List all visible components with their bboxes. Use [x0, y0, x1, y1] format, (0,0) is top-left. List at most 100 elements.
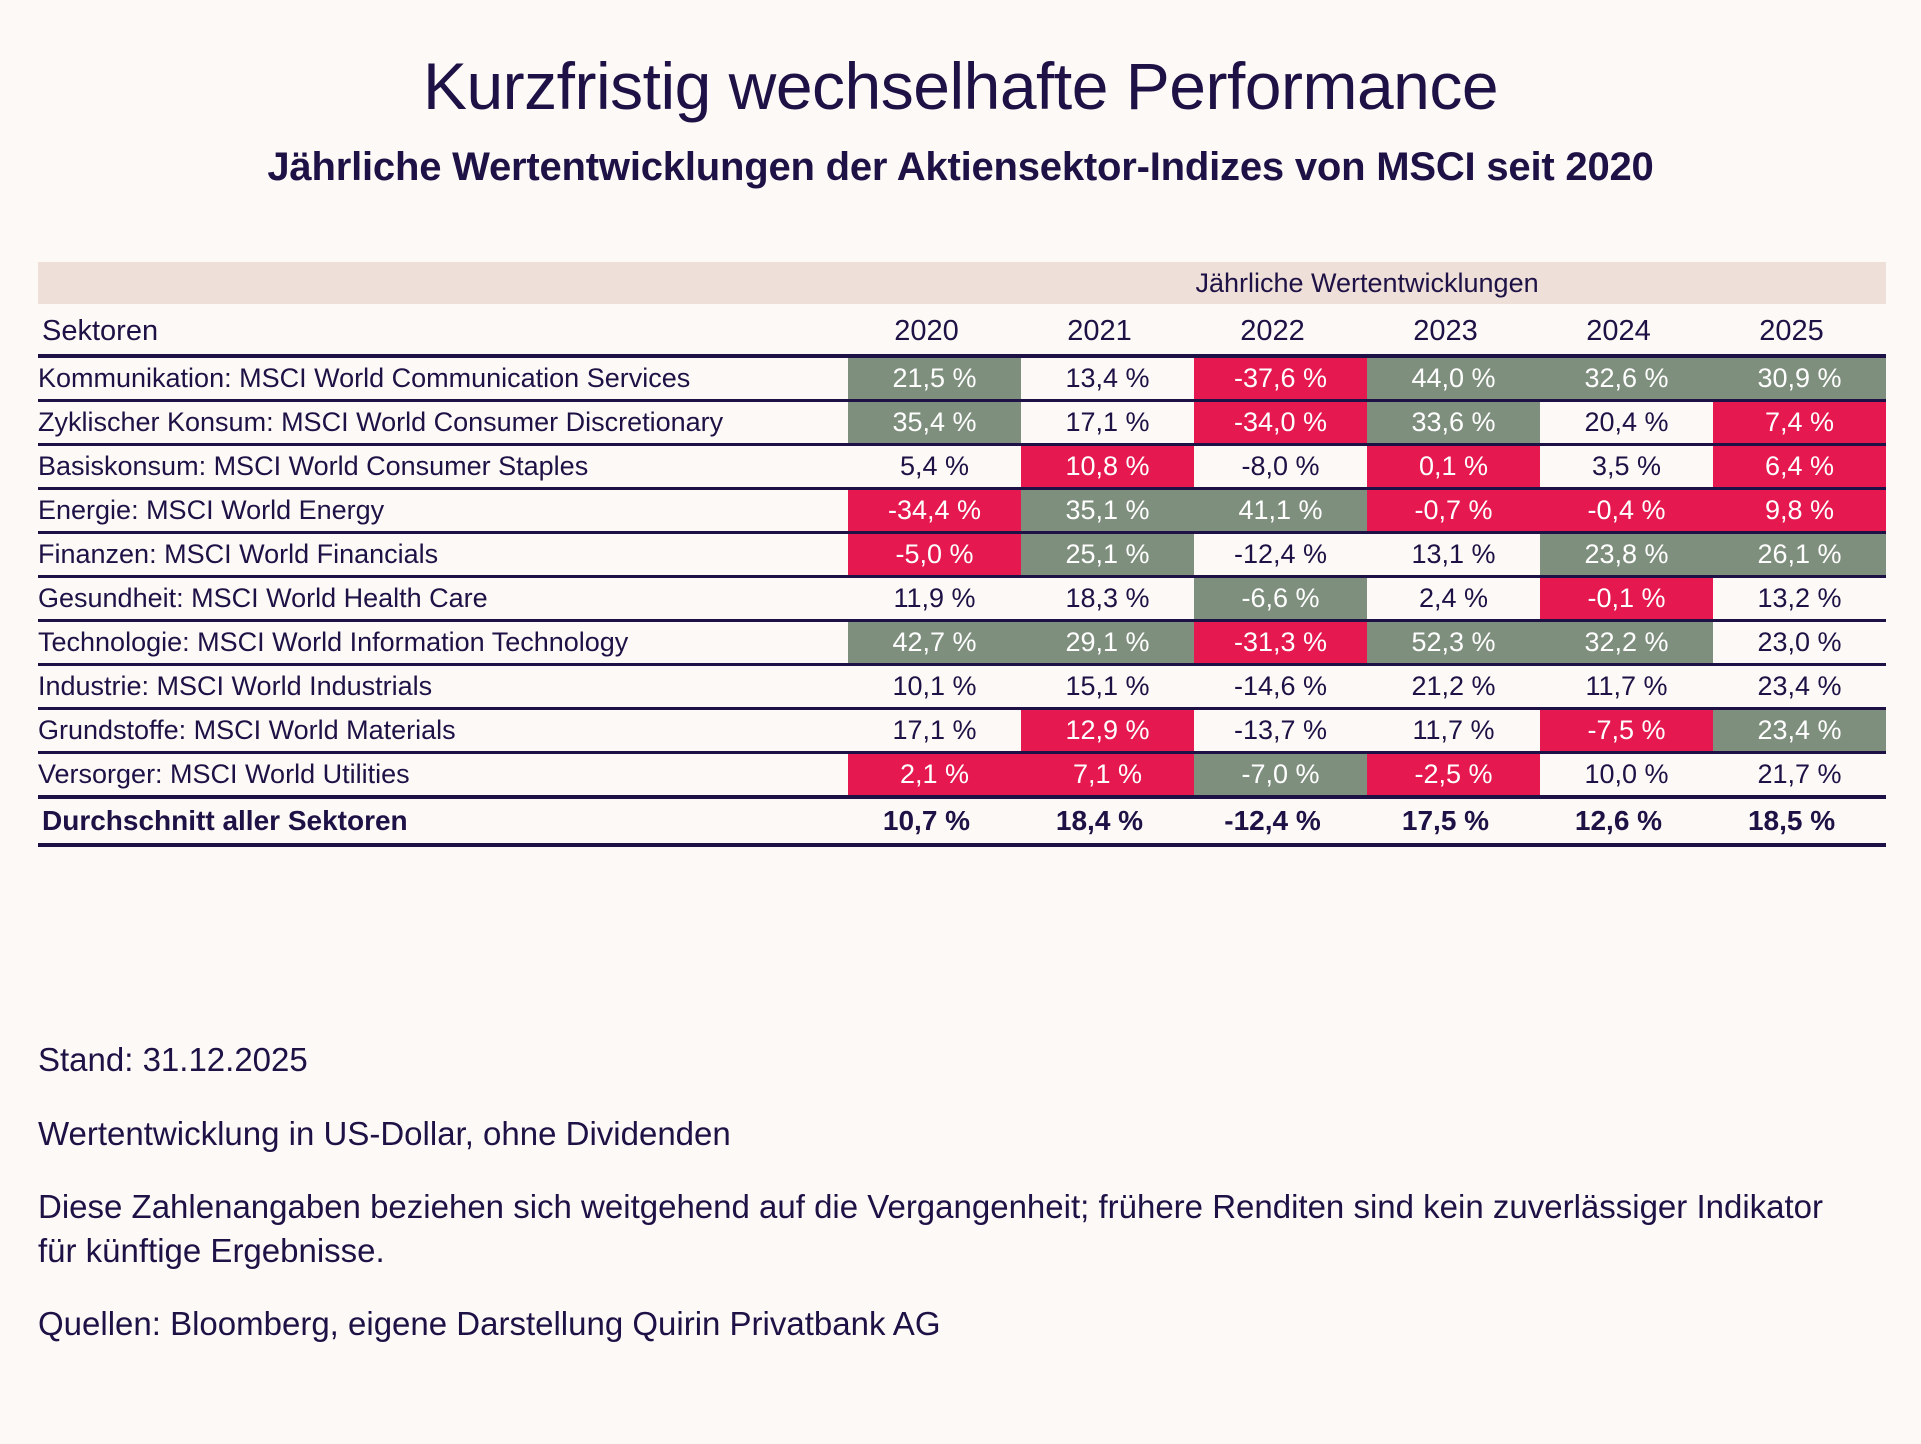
table-head: Jährliche Wertentwicklungen Sektoren 202… [38, 262, 1887, 356]
cell-2020: 5,4 % [848, 443, 1021, 489]
table-row: Versorger: MSCI World Utilities 2,1 % 7,1 … [38, 751, 1887, 797]
table-row: Basiskonsum: MSCI World Consumer Staples… [38, 443, 1887, 489]
cell-2021: 15,1 % [1021, 663, 1194, 709]
cell-2023: 33,6 % [1367, 399, 1540, 445]
average-value-2020: 10,7 % [848, 795, 1021, 847]
footnote-4: Quellen: Bloomberg, eigene Darstellung Q… [38, 1305, 941, 1343]
cell-2024: 32,2 % [1540, 619, 1713, 665]
performance-table-container: Jährliche Wertentwicklungen Sektoren 202… [38, 262, 1887, 847]
cell-2025: 21,7 % [1713, 751, 1887, 797]
cell-2021: 25,1 % [1021, 531, 1194, 577]
cell-2024: 32,6 % [1540, 354, 1713, 401]
average-value-2024: 12,6 % [1540, 795, 1713, 847]
cell-2023: 44,0 % [1367, 354, 1540, 401]
sector-label: Versorger: MSCI World Utilities [38, 751, 848, 797]
cell-2025: 30,9 % [1713, 354, 1887, 401]
cell-2020: 42,7 % [848, 619, 1021, 665]
cell-2022: -7,0 % [1194, 751, 1367, 797]
cell-2024: 20,4 % [1540, 399, 1713, 445]
sector-label: Energie: MSCI World Energy [38, 487, 848, 533]
page-subtitle: Jährliche Wertentwicklungen der Aktiense… [267, 145, 1654, 190]
column-header-2021: 2021 [1021, 304, 1194, 356]
cell-2021: 17,1 % [1021, 399, 1194, 445]
footnote-3: Diese Zahlenangaben beziehen sich weitge… [38, 1188, 1824, 1269]
average-value-2021: 18,4 % [1021, 795, 1194, 847]
cell-2023: 2,4 % [1367, 575, 1540, 621]
cell-2020: 2,1 % [848, 751, 1021, 797]
column-header-2020: 2020 [848, 304, 1021, 356]
column-header-sektoren: Sektoren [38, 304, 848, 356]
cell-2025: 23,4 % [1713, 663, 1887, 709]
column-header-2022: 2022 [1194, 304, 1367, 356]
cell-2025: 6,4 % [1713, 443, 1887, 489]
average-row: Durchschnitt aller Sektoren 10,7 % 18,4 … [38, 795, 1887, 847]
cell-2025: 13,2 % [1713, 575, 1887, 621]
cell-2022: -34,0 % [1194, 399, 1367, 445]
cell-2023: 21,2 % [1367, 663, 1540, 709]
table-body: Kommunikation: MSCI World Communication … [38, 354, 1887, 797]
column-header-2023: 2023 [1367, 304, 1540, 356]
sector-label: Gesundheit: MSCI World Health Care [38, 575, 848, 621]
average-label: Durchschnitt aller Sektoren [38, 795, 848, 847]
average-value-2025: 18,5 % [1713, 795, 1887, 847]
cell-2021: 29,1 % [1021, 619, 1194, 665]
cell-2020: 35,4 % [848, 399, 1021, 445]
cell-2022: 41,1 % [1194, 487, 1367, 533]
cell-2025: 26,1 % [1713, 531, 1887, 577]
table-row: Kommunikation: MSCI World Communication … [38, 354, 1887, 401]
column-header-2025: 2025 [1713, 304, 1887, 356]
cell-2021: 13,4 % [1021, 354, 1194, 401]
sector-label: Kommunikation: MSCI World Communication … [38, 354, 848, 401]
cell-2022: -31,3 % [1194, 619, 1367, 665]
cell-2023: 11,7 % [1367, 707, 1540, 753]
cell-2024: 11,7 % [1540, 663, 1713, 709]
cell-2020: 10,1 % [848, 663, 1021, 709]
band-label: Jährliche Wertentwicklungen [848, 262, 1887, 304]
cell-2024: 23,8 % [1540, 531, 1713, 577]
footnote-1: Stand: 31.12.2025 [38, 1041, 308, 1078]
cell-2025: 23,4 % [1713, 707, 1887, 753]
band-spacer [38, 262, 848, 304]
cell-2024: 3,5 % [1540, 443, 1713, 489]
cell-2020: 11,9 % [848, 575, 1021, 621]
table-row: Technologie: MSCI World Information Tech… [38, 619, 1887, 665]
table-row: Industrie: MSCI World Industrials 10,1 % 1… [38, 663, 1887, 709]
sector-label: Finanzen: MSCI World Financials [38, 531, 848, 577]
cell-2020: 17,1 % [848, 707, 1021, 753]
cell-2024: 10,0 % [1540, 751, 1713, 797]
cell-2022: -6,6 % [1194, 575, 1367, 621]
cell-2022: -13,7 % [1194, 707, 1367, 753]
cell-2025: 9,8 % [1713, 487, 1887, 533]
cell-2023: 52,3 % [1367, 619, 1540, 665]
sector-label: Grundstoffe: MSCI World Materials [38, 707, 848, 753]
table-row: Grundstoffe: MSCI World Materials 17,1 % 1… [38, 707, 1887, 753]
cell-2024: -7,5 % [1540, 707, 1713, 753]
cell-2021: 18,3 % [1021, 575, 1194, 621]
cell-2024: -0,4 % [1540, 487, 1713, 533]
table-foot: Durchschnitt aller Sektoren 10,7 % 18,4 … [38, 795, 1887, 847]
table-row: Zyklischer Konsum: MSCI World Consumer D… [38, 399, 1887, 445]
cell-2023: -2,5 % [1367, 751, 1540, 797]
cell-2020: -34,4 % [848, 487, 1021, 533]
cell-2021: 35,1 % [1021, 487, 1194, 533]
cell-2021: 10,8 % [1021, 443, 1194, 489]
cell-2022: -37,6 % [1194, 354, 1367, 401]
cell-2023: 0,1 % [1367, 443, 1540, 489]
average-value-2022: -12,4 % [1194, 795, 1367, 847]
sector-label: Basiskonsum: MSCI World Consumer Staples [38, 443, 848, 489]
cell-2020: -5,0 % [848, 531, 1021, 577]
cell-2022: -14,6 % [1194, 663, 1367, 709]
cell-2023: 13,1 % [1367, 531, 1540, 577]
cell-2020: 21,5 % [848, 354, 1021, 401]
sector-label: Zyklischer Konsum: MSCI World Consumer D… [38, 399, 848, 445]
cell-2024: -0,1 % [1540, 575, 1713, 621]
page-title: Kurzfristig wechselhafte Performance [422, 49, 1499, 123]
table-column-header-row: Sektoren 2020 2021 2022 2023 2024 2025 [38, 304, 1887, 356]
cell-2023: -0,7 % [1367, 487, 1540, 533]
cell-2022: -12,4 % [1194, 531, 1367, 577]
sector-label: Industrie: MSCI World Industrials [38, 663, 848, 709]
table-row: Finanzen: MSCI World Financials -5,0 % 25,… [38, 531, 1887, 577]
table-row: Energie: MSCI World Energy -34,4 % 35,1 % 4… [38, 487, 1887, 533]
footnote-2: Wertentwicklung in US-Dollar, ohne Divid… [38, 1114, 731, 1152]
